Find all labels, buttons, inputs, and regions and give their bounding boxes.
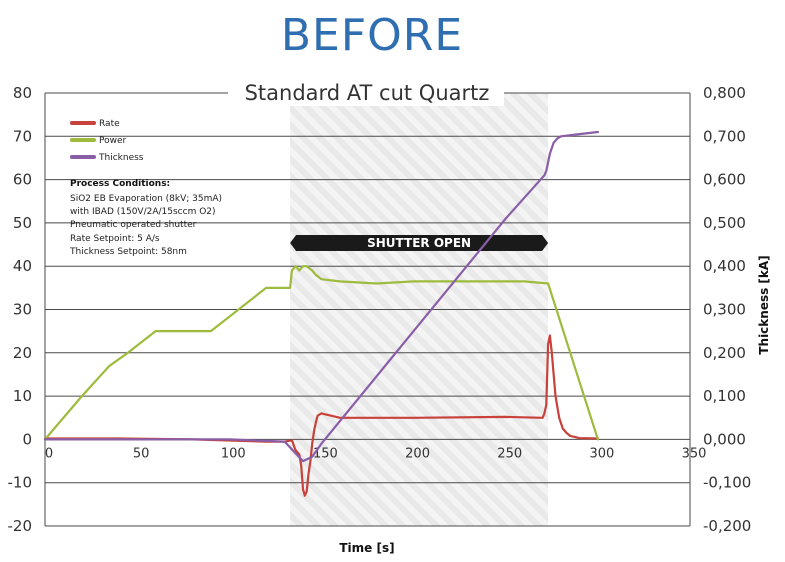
x-tick-label: 100 — [221, 446, 246, 461]
y2-tick-label: -0,100 — [703, 474, 751, 492]
y2-axis-ticks: 0,800 0,700 0,600 0,500 0,400 0,300 0,200 0,100… — [703, 84, 751, 535]
y2-tick-label: 0,600 — [703, 171, 746, 189]
y2-tick-label: -0,200 — [703, 517, 751, 535]
title-background — [228, 78, 504, 106]
y2-tick-label: 0,200 — [703, 344, 746, 362]
y2-tick-label: 0,100 — [703, 387, 746, 405]
y2-tick-label: 0,000 — [703, 430, 746, 448]
x-tick-label: 50 — [133, 446, 150, 461]
series-line-thickness — [43, 130, 600, 463]
process-conditions-title: Process Conditions: — [70, 179, 170, 189]
y2-tick-label: 0,800 — [703, 84, 746, 102]
y-tick-label: 30 — [13, 301, 32, 319]
shutter-open-banner: SHUTTER OPEN — [290, 235, 549, 251]
y2-tick-label: 0,500 — [703, 214, 746, 232]
shutter-open-label: SHUTTER OPEN — [367, 236, 471, 250]
x-tick-label: 200 — [405, 446, 430, 461]
y2-tick-label: 0,300 — [703, 301, 746, 319]
y2-tick-label: 0,700 — [703, 127, 746, 145]
y-tick-label: 0 — [22, 430, 32, 448]
process-condition-line: Thickness Setpoint: 58nm — [69, 247, 187, 257]
y-tick-label: -10 — [8, 474, 33, 492]
series-line-rate — [43, 334, 600, 497]
process-condition-line: Rate Setpoint: 5 A/s — [70, 234, 160, 244]
legend-label-power: Power — [99, 136, 127, 146]
y-tick-label: 70 — [13, 127, 32, 145]
y2-axis-label: Thickness [kA] — [757, 255, 771, 354]
process-condition-line: SiO2 EB Evaporation (8kV; 35mA) — [70, 194, 222, 204]
legend: Rate Power Thickness — [70, 119, 144, 163]
y-axis-ticks: 80 70 60 50 40 30 20 10 0 -10 -20 — [8, 84, 33, 535]
y-tick-label: 40 — [13, 257, 32, 275]
y-tick-label: -20 — [8, 517, 33, 535]
x-tick-label: 150 — [313, 446, 338, 461]
y-tick-label: 80 — [13, 84, 32, 102]
y2-tick-label: 0,400 — [703, 257, 746, 275]
legend-label-rate: Rate — [99, 119, 120, 129]
legend-label-thickness: Thickness — [98, 153, 144, 163]
y-tick-label: 20 — [13, 344, 32, 362]
x-tick-label: 250 — [497, 446, 522, 461]
y-tick-label: 60 — [13, 171, 32, 189]
x-axis-ticks: 0 50 100 150 200 250 300 350 — [45, 446, 707, 461]
page-heading: BEFORE — [281, 10, 463, 61]
x-tick-label: 350 — [682, 446, 707, 461]
series-lines — [43, 130, 600, 497]
x-tick-label: 0 — [45, 446, 53, 461]
y-tick-label: 50 — [13, 214, 32, 232]
x-axis-label: Time [s] — [339, 541, 394, 555]
process-condition-line: Pneumatic operated shutter — [70, 220, 197, 230]
series-line-power — [43, 265, 600, 441]
process-conditions: Process Conditions: SiO2 EB Evaporation … — [69, 179, 222, 257]
process-condition-line: with IBAD (150V/2A/15sccm O2) — [70, 207, 216, 217]
x-tick-label: 300 — [589, 446, 614, 461]
chart-title: Standard AT cut Quartz — [245, 81, 490, 105]
y-tick-label: 10 — [13, 387, 32, 405]
